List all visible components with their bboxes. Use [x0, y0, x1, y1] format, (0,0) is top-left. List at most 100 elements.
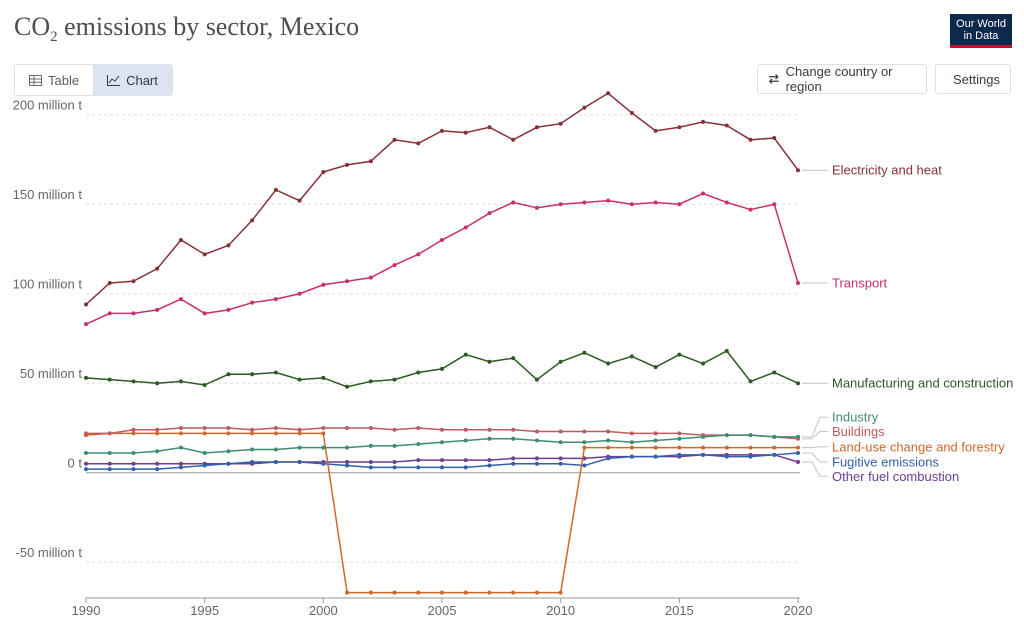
settings-button[interactable]: Settings — [935, 64, 1011, 94]
data-point-manufacturing-and-construction — [606, 361, 611, 366]
data-point-land-use-change-and-forestry — [440, 590, 444, 595]
data-point-electricity-and-heat — [677, 125, 682, 130]
data-point-other-fuel-combustion — [534, 456, 539, 461]
data-point-industry — [629, 440, 634, 445]
data-point-industry — [155, 449, 160, 454]
series-line-land-use-change-and-forestry — [85, 432, 798, 594]
data-point-transport — [772, 202, 777, 207]
data-point-transport — [606, 198, 611, 203]
tab-table[interactable]: Table — [15, 65, 93, 95]
data-point-land-use-change-and-forestry — [772, 445, 777, 450]
data-point-buildings — [84, 431, 88, 436]
data-point-buildings — [440, 427, 444, 432]
data-point-industry — [606, 438, 611, 443]
data-point-industry — [368, 443, 373, 448]
y-tick-label: 200 million t — [13, 98, 83, 113]
data-point-industry — [273, 447, 278, 452]
data-point-fugitive-emissions — [534, 461, 539, 466]
data-point-fugitive-emissions — [297, 459, 302, 464]
data-point-buildings — [392, 427, 397, 432]
data-point-transport — [701, 191, 706, 196]
data-point-industry — [582, 440, 587, 445]
data-point-industry — [345, 445, 350, 450]
data-point-electricity-and-heat — [155, 266, 160, 271]
y-tick-label: 0 t — [68, 456, 83, 471]
data-point-other-fuel-combustion — [84, 461, 88, 466]
data-point-industry — [748, 433, 753, 438]
data-point-manufacturing-and-construction — [416, 370, 421, 375]
legend-label-other-fuel-combustion: Other fuel combustion — [832, 469, 959, 484]
data-point-industry — [131, 451, 136, 456]
data-point-buildings — [226, 425, 231, 430]
series-line-transport — [85, 192, 799, 325]
data-point-other-fuel-combustion — [368, 459, 373, 464]
data-point-fugitive-emissions — [487, 463, 492, 468]
data-point-transport — [273, 297, 278, 302]
data-point-industry — [724, 433, 729, 438]
data-point-electricity-and-heat — [226, 243, 231, 248]
data-point-manufacturing-and-construction — [487, 359, 492, 364]
data-point-fugitive-emissions — [653, 454, 658, 459]
data-point-fugitive-emissions — [416, 465, 421, 470]
data-point-industry — [796, 434, 800, 439]
data-point-electricity-and-heat — [368, 159, 373, 164]
data-point-manufacturing-and-construction — [297, 377, 302, 382]
owid-logo[interactable]: Our World in Data — [950, 14, 1012, 48]
data-point-transport — [250, 300, 255, 305]
legend-label-fugitive-emissions: Fugitive emissions — [832, 454, 939, 469]
data-point-electricity-and-heat — [250, 218, 255, 223]
data-point-buildings — [511, 427, 516, 432]
data-point-transport — [368, 275, 373, 280]
data-point-electricity-and-heat — [606, 91, 611, 96]
data-point-transport — [84, 322, 88, 327]
data-point-land-use-change-and-forestry — [582, 445, 587, 450]
data-point-buildings — [368, 425, 373, 430]
data-point-manufacturing-and-construction — [677, 352, 682, 357]
data-point-buildings — [416, 425, 421, 430]
data-point-manufacturing-and-construction — [534, 377, 539, 382]
data-point-electricity-and-heat — [582, 105, 587, 110]
data-point-buildings — [345, 425, 350, 430]
data-point-electricity-and-heat — [107, 280, 112, 285]
data-point-industry — [321, 445, 326, 450]
data-point-other-fuel-combustion — [345, 459, 350, 464]
legend-connector-buildings — [802, 431, 828, 440]
data-point-buildings — [273, 425, 278, 430]
change-country-button[interactable]: Change country or region — [757, 64, 927, 94]
data-point-industry — [226, 449, 231, 454]
data-point-fugitive-emissions — [202, 463, 207, 468]
tab-chart[interactable]: Chart — [93, 65, 172, 95]
data-point-electricity-and-heat — [772, 136, 777, 141]
data-point-manufacturing-and-construction — [202, 383, 207, 388]
data-point-fugitive-emissions — [440, 465, 444, 470]
data-point-transport — [202, 311, 207, 316]
data-point-manufacturing-and-construction — [345, 384, 350, 389]
data-point-buildings — [558, 429, 563, 434]
logo-line-1: Our World — [956, 18, 1006, 30]
data-point-fugitive-emissions — [724, 454, 729, 459]
data-point-other-fuel-combustion — [463, 458, 468, 463]
data-point-buildings — [107, 431, 112, 436]
data-point-transport — [416, 252, 421, 257]
data-point-transport — [392, 263, 397, 268]
tab-chart-label: Chart — [126, 72, 158, 88]
data-point-buildings — [202, 425, 207, 430]
legend-label-industry: Industry — [832, 410, 879, 425]
data-point-manufacturing-and-construction — [582, 350, 587, 355]
data-point-fugitive-emissions — [629, 454, 634, 459]
data-point-transport — [629, 202, 634, 207]
data-point-buildings — [677, 431, 682, 436]
data-point-other-fuel-combustion — [392, 459, 397, 464]
data-point-transport — [748, 207, 753, 212]
legend-connector-land-use-change-and-forestry — [802, 446, 828, 449]
data-point-buildings — [582, 429, 587, 434]
legend-connector-fugitive-emissions — [802, 452, 828, 463]
data-point-land-use-change-and-forestry — [250, 431, 255, 436]
data-point-other-fuel-combustion — [440, 458, 444, 463]
data-point-land-use-change-and-forestry — [558, 590, 563, 595]
data-point-transport — [796, 280, 800, 285]
data-point-manufacturing-and-construction — [155, 381, 160, 386]
data-point-transport — [345, 279, 350, 284]
legend-label-transport: Transport — [832, 275, 888, 290]
